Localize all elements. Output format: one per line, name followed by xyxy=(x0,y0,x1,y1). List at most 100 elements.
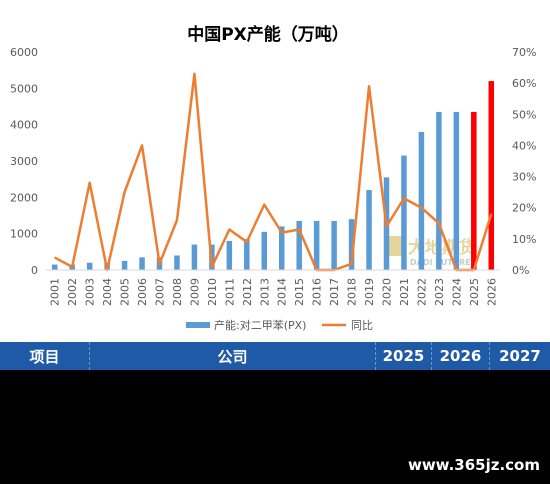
watermark-name: 大地期货 xyxy=(408,237,476,258)
watermark-logo: 大地期货 DADI FUTURES xyxy=(385,236,477,267)
yoy-line xyxy=(54,72,493,272)
x-tick-label-2018: 2018 xyxy=(346,278,359,306)
watermark-sub: DADI FUTURES xyxy=(410,258,477,267)
bar-2025 xyxy=(471,111,477,270)
yoy-point-2019 xyxy=(368,85,370,87)
table-header-2025: 2025 xyxy=(376,342,432,370)
yoy-point-2013 xyxy=(263,204,265,206)
x-tick-label-2025: 2025 xyxy=(468,278,481,306)
x-tick-label-2005: 2005 xyxy=(119,278,132,306)
y-left-tick-label: 2000 xyxy=(10,191,38,204)
bar-2003 xyxy=(86,262,93,270)
y-right-tick-label: 70% xyxy=(512,46,536,59)
yoy-point-2021 xyxy=(403,197,405,199)
yoy-point-2011 xyxy=(228,229,230,231)
yoy-point-2006 xyxy=(141,144,143,146)
bar-2024 xyxy=(453,111,460,270)
bar-2006 xyxy=(139,257,145,270)
yoy-point-2005 xyxy=(124,191,126,193)
chart: 中国PX产能（万吨） 大地期货 DADI FUTURES 0 1000 2000 30… xyxy=(10,24,536,332)
x-tick-label-2011: 2011 xyxy=(223,278,236,306)
y-left-tick-label: 3000 xyxy=(10,155,38,168)
y-right-tick-label: 20% xyxy=(512,202,536,215)
x-tick-label-2010: 2010 xyxy=(206,278,219,306)
yoy-point-2018 xyxy=(351,263,353,265)
x-tick-label-2001: 2001 xyxy=(49,278,62,306)
x-tick-label-2004: 2004 xyxy=(101,278,114,306)
y-right-tick-label: 40% xyxy=(512,139,536,152)
legend-label-bar: 产能:对二甲苯(PX) xyxy=(214,318,306,332)
y-right-tick-label: 0% xyxy=(512,264,529,277)
y-right-tick-label: 10% xyxy=(512,233,536,246)
x-tick-label-2020: 2020 xyxy=(381,278,394,306)
table-header-item: 项目 xyxy=(0,342,90,370)
x-tick-label-2002: 2002 xyxy=(66,278,79,306)
x-tick-label-2024: 2024 xyxy=(450,278,463,306)
x-tick-label-2012: 2012 xyxy=(241,278,254,306)
axes: 0 1000 2000 3000 4000 5000 6000 0% 10% 20% 30% 40% 5… xyxy=(10,46,536,306)
x-tick-label-2013: 2013 xyxy=(258,278,271,306)
yoy-point-2001 xyxy=(54,257,56,259)
table-header-2027: 2027 xyxy=(499,347,541,365)
yoy-point-2022 xyxy=(420,207,422,209)
bar-2005 xyxy=(121,260,128,270)
x-tick-label-2021: 2021 xyxy=(398,278,411,306)
chart-area: 中国PX产能（万吨） 大地期货 DADI FUTURES 0 1000 2000 30… xyxy=(10,24,536,332)
bar-2022 xyxy=(418,131,425,270)
yoy-point-2010 xyxy=(211,266,213,268)
yoy-point-2020 xyxy=(386,225,387,227)
site-watermark: www.365jz.com xyxy=(407,456,540,474)
watermark-emblem xyxy=(385,236,403,256)
yoy-point-2012 xyxy=(246,241,248,243)
legend-label-line: 同比 xyxy=(351,319,373,332)
bar-2018 xyxy=(348,219,355,270)
bar-2016 xyxy=(313,220,320,270)
bar-2013 xyxy=(261,231,268,270)
bar-2019 xyxy=(366,190,372,270)
bar-2021 xyxy=(401,155,407,270)
yoy-point-2009 xyxy=(193,73,195,75)
x-tick-label-2008: 2008 xyxy=(171,278,184,306)
x-tick-label-2017: 2017 xyxy=(328,278,341,306)
legend: 产能:对二甲苯(PX) 同比 xyxy=(186,318,373,332)
x-tick-label-2015: 2015 xyxy=(293,278,306,306)
y-right-tick-label: 30% xyxy=(512,171,536,184)
table-body-dark xyxy=(0,370,550,484)
y-left-tick-label: 6000 xyxy=(10,46,38,59)
x-tick-label-2014: 2014 xyxy=(276,278,289,306)
x-tick-label-2007: 2007 xyxy=(154,278,167,306)
yoy-point-2014 xyxy=(281,232,283,234)
bar-2008 xyxy=(174,255,180,270)
table-header-2026: 2026 xyxy=(432,342,490,370)
y-left-tick-label: 1000 xyxy=(10,228,38,241)
x-tick-label-2022: 2022 xyxy=(415,278,428,306)
chart-title: 中国PX产能（万吨） xyxy=(187,24,349,45)
x-tick-label-2009: 2009 xyxy=(188,278,201,306)
y-right-tick-label: 50% xyxy=(512,108,536,121)
bar-2026 xyxy=(488,81,495,270)
y-left-tick-label: 4000 xyxy=(10,119,38,132)
bar-2011 xyxy=(226,240,233,270)
yoy-point-2026 xyxy=(490,213,492,215)
x-tick-label-2026: 2026 xyxy=(485,278,498,306)
table-header-company: 公司 xyxy=(90,342,376,370)
y-right-tick-label: 60% xyxy=(512,77,536,90)
yoy-point-2023 xyxy=(438,222,440,224)
bar-2012 xyxy=(244,239,250,270)
bar-2015 xyxy=(296,220,302,270)
x-tick-label-2016: 2016 xyxy=(311,278,324,306)
yoy-point-2015 xyxy=(298,229,300,231)
yoy-point-2002 xyxy=(71,266,73,268)
bar-2017 xyxy=(331,220,337,270)
bar-2009 xyxy=(191,244,198,270)
yoy-point-2003 xyxy=(89,182,91,184)
y-left-tick-label: 0 xyxy=(31,264,38,277)
yoy-point-2007 xyxy=(159,263,160,265)
yoy-point-2008 xyxy=(176,219,178,221)
bar-2001 xyxy=(51,264,58,270)
bar-2014 xyxy=(278,226,285,270)
y-left-tick-label: 5000 xyxy=(10,82,38,95)
table-header-row: 项目 公司 2025 2026 2027 xyxy=(0,342,550,370)
legend-swatch-bar xyxy=(186,322,210,328)
x-tick-label-2019: 2019 xyxy=(363,278,376,306)
